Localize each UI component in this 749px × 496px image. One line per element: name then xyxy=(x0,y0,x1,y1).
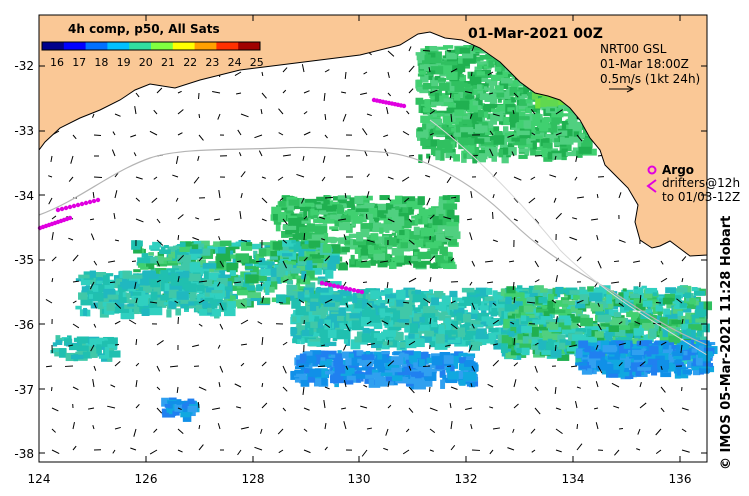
y-tick-label: -35 xyxy=(14,253,34,267)
bathymetry-contour-inner xyxy=(429,119,708,356)
product-title: 4h comp, p50, All Sats xyxy=(68,22,220,36)
drifter-legend-line2: to 01/03-12Z xyxy=(662,190,741,204)
argo-symbol xyxy=(647,165,657,175)
colorbar-segment xyxy=(151,42,174,50)
colorbar-tick-label: 19 xyxy=(116,56,131,69)
y-tick-label: -34 xyxy=(14,189,34,203)
y-tick-label: -36 xyxy=(14,318,34,332)
map-date: 01-Mar-2021 00Z xyxy=(468,26,603,42)
velocity-legend-source: NRT00 GSL xyxy=(600,42,667,56)
drifter-symbol xyxy=(646,179,657,193)
x-tick-label: 130 xyxy=(347,472,371,486)
colorbar-segment xyxy=(238,42,261,50)
colorbar-segment xyxy=(42,42,65,50)
imos-credit: © IMOS 05-Mar-2021 11:28 Hobart xyxy=(719,215,734,470)
colorbar-segment xyxy=(216,42,239,50)
velocity-legend-scale: 0.5m/s (1kt 24h) xyxy=(600,72,701,86)
colorbar-segment xyxy=(194,42,217,50)
colorbar-segment xyxy=(129,42,152,50)
colorbar-tick-label: 17 xyxy=(72,56,87,69)
argo-legend-label: Argo xyxy=(662,163,695,177)
plot-border xyxy=(38,14,708,463)
x-tick-label: 132 xyxy=(454,472,478,486)
x-tick-label: 126 xyxy=(134,472,158,486)
axis-tickmarks xyxy=(38,15,707,462)
velocity-legend-time: 01-Mar 18:00Z xyxy=(600,57,689,71)
x-tick-label: 128 xyxy=(241,472,265,486)
x-tick-label: 134 xyxy=(561,472,585,486)
colorbar-segment xyxy=(63,42,87,50)
x-tick-label: 124 xyxy=(27,472,51,486)
y-tick-label: -38 xyxy=(14,447,34,461)
land-coastline xyxy=(38,14,708,257)
colorbar-segment xyxy=(107,42,130,50)
x-tick-label: 136 xyxy=(668,472,692,486)
argo-drifter-tracks xyxy=(37,97,407,295)
colorbar-tick-label: 23 xyxy=(205,56,220,69)
colorbar-tick-label: 22 xyxy=(183,56,198,69)
y-tick-label: -32 xyxy=(14,59,34,73)
colorbar-tick-label: 16 xyxy=(50,56,64,69)
y-tick-label: -37 xyxy=(14,383,34,397)
bathymetry-contour xyxy=(38,146,708,346)
colorbar-tick-label: 25 xyxy=(249,56,264,69)
colorbar-segment xyxy=(172,42,196,50)
colorbar-tick-label: 18 xyxy=(94,56,109,69)
drifter-legend-line1: drifters@12h xyxy=(662,176,741,190)
colorbar-segment xyxy=(85,42,108,50)
sst-colorbar xyxy=(41,41,261,51)
y-tick-label: -33 xyxy=(14,124,34,138)
colorbar-tick-label: 21 xyxy=(161,56,175,69)
colorbar-tick-label: 20 xyxy=(138,56,153,69)
colorbar-tick-label: 24 xyxy=(227,56,242,69)
